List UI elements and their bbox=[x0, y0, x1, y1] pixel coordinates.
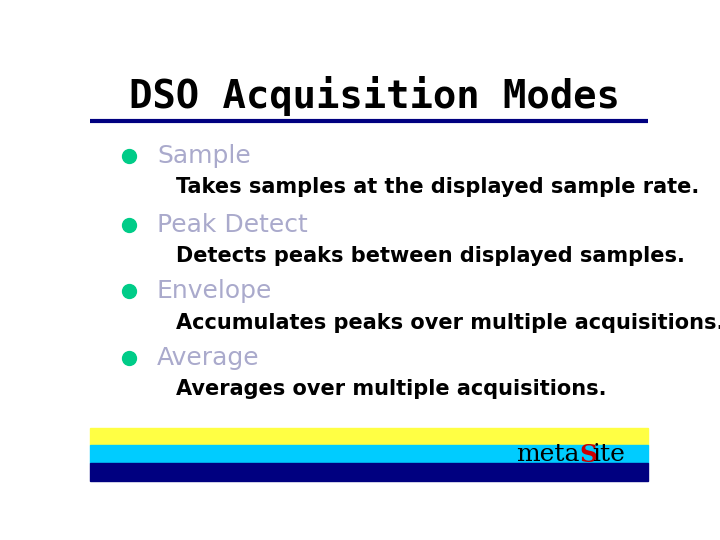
Text: Envelope: Envelope bbox=[157, 279, 272, 303]
Text: meta: meta bbox=[516, 443, 580, 467]
Text: Averages over multiple acquisitions.: Averages over multiple acquisitions. bbox=[176, 379, 607, 399]
Text: Detects peaks between displayed samples.: Detects peaks between displayed samples. bbox=[176, 246, 685, 266]
Text: Peak Detect: Peak Detect bbox=[157, 213, 307, 237]
Bar bbox=[90, 446, 648, 463]
Text: Average: Average bbox=[157, 346, 260, 370]
Bar bbox=[90, 463, 648, 481]
Text: ite: ite bbox=[592, 443, 624, 467]
Text: Accumulates peaks over multiple acquisitions.: Accumulates peaks over multiple acquisit… bbox=[176, 313, 720, 333]
Text: Sample: Sample bbox=[157, 144, 251, 168]
Text: Takes samples at the displayed sample rate.: Takes samples at the displayed sample ra… bbox=[176, 178, 700, 198]
Bar bbox=[90, 428, 648, 445]
Text: S: S bbox=[580, 443, 598, 467]
Text: DSO Acquisition Modes: DSO Acquisition Modes bbox=[129, 76, 620, 116]
